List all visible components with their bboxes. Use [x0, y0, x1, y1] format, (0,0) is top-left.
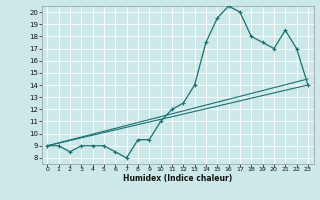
X-axis label: Humidex (Indice chaleur): Humidex (Indice chaleur) [123, 174, 232, 183]
